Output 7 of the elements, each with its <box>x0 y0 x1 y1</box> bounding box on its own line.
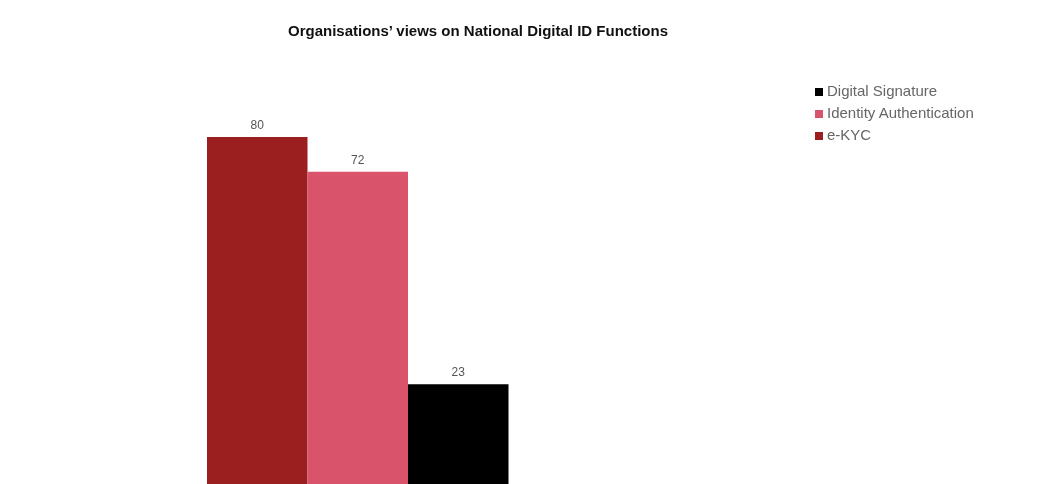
legend-label: Identity Authentication <box>827 104 974 121</box>
data-label: 72 <box>351 152 365 167</box>
legend-label: Digital Signature <box>827 82 938 99</box>
legend-label: e-KYC <box>827 126 872 143</box>
data-label: 80 <box>250 118 265 132</box>
data-label: 23 <box>451 365 466 380</box>
chart-title: Organisations’ views on National Digital ID Functions <box>286 22 670 39</box>
